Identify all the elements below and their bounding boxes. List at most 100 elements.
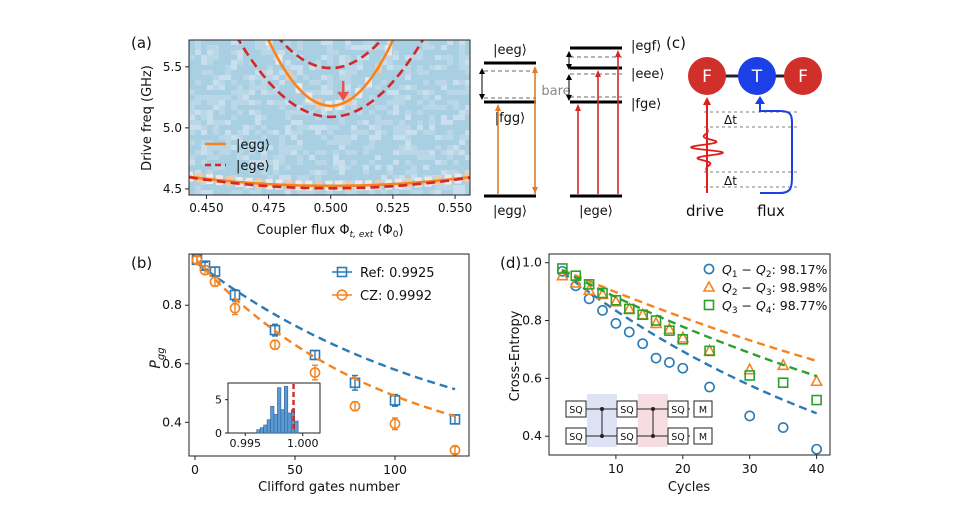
heatmap-cell [447, 135, 453, 140]
heatmap-cell [411, 55, 417, 60]
heatmap-cell [357, 120, 363, 125]
heatmap-cell [327, 75, 333, 80]
heatmap-cell [309, 110, 315, 115]
heatmap-cell [279, 145, 285, 150]
heatmap-cell [207, 190, 213, 195]
histogram-bar [290, 409, 295, 434]
arrowhead [532, 66, 538, 73]
heatmap-cell [393, 130, 399, 135]
panel-label-a: (a) [131, 34, 152, 52]
heatmap-cell [297, 130, 303, 135]
heatmap-cell [447, 120, 453, 125]
legend-label-q1q2: Q1 − Q2: 98.17% [722, 262, 828, 280]
heatmap-cell [279, 100, 285, 105]
data-point-q3q4 [557, 263, 568, 274]
heatmap-cell [441, 55, 447, 60]
heatmap-cell [375, 135, 381, 140]
arrowhead [575, 104, 581, 111]
data-point-q3q4 [597, 287, 608, 299]
arrowhead [479, 68, 485, 74]
heatmap-cell [435, 185, 441, 190]
heatmap-cell [405, 130, 411, 135]
heatmap-cell [465, 70, 470, 75]
heatmap-cell [273, 100, 279, 105]
heatmap-cell [279, 80, 285, 85]
heatmap-cell [447, 185, 453, 190]
heatmap-cell [441, 185, 447, 190]
data-point-cz [191, 254, 203, 266]
heatmap-cell [441, 160, 447, 165]
heatmap-cell [219, 135, 225, 140]
heatmap-cell [213, 55, 219, 60]
heatmap-cell [207, 55, 213, 60]
heatmap-cell [195, 185, 201, 190]
heatmap-cell [213, 145, 219, 150]
heatmap-cell [207, 50, 213, 55]
heatmap-cell [189, 140, 195, 145]
node-F-left [688, 57, 726, 95]
heatmap-cell [369, 135, 375, 140]
heatmap-cell [261, 70, 267, 75]
heatmap-cell [309, 155, 315, 160]
heatmap-cell [315, 160, 321, 165]
heatmap-cell [201, 125, 207, 130]
heatmap-cell [231, 80, 237, 85]
heatmap-cell [255, 120, 261, 125]
heatmap-cell [351, 130, 357, 135]
heatmap-cell [447, 40, 453, 45]
legend-entry-q1q2: Q1 − Q2: 98.17% [703, 262, 828, 280]
heatmap-cell [315, 150, 321, 155]
data-point-q3q4 [650, 315, 662, 326]
data-point-q1q2 [811, 443, 823, 455]
heatmap-cell [249, 190, 255, 195]
heatmap-cell [273, 165, 279, 170]
state-label-ege: |ege⟩ [579, 204, 613, 219]
curve-egglower [189, 175, 470, 188]
heatmap-cell [363, 170, 369, 175]
data-point-q1q2 [744, 410, 756, 422]
histogram-bar [287, 412, 292, 434]
heatmap-cell [333, 160, 339, 165]
heatmap-cell [213, 45, 219, 50]
heatmap-cell [465, 90, 470, 95]
heatmap-cell [333, 110, 339, 115]
heatmap-cell [459, 80, 465, 85]
heatmap-cell [351, 70, 357, 75]
heatmap-cell [399, 120, 405, 125]
heatmap-cell [339, 135, 345, 140]
data-point-q3q4 [610, 294, 622, 306]
heatmap-cell [267, 100, 273, 105]
circuit-inset: SQ SQ SQ SQ SQ SQ M M [565, 394, 713, 447]
heatmap-cell [195, 150, 201, 155]
heatmap-cell [291, 110, 297, 115]
heatmap-cell [321, 110, 327, 115]
y-tick-label: 0.4 [162, 414, 182, 429]
heatmap-cell [417, 155, 423, 160]
legend-marker-q1q2 [703, 263, 715, 275]
heatmap-cell [453, 100, 459, 105]
heatmap-cell [225, 70, 231, 75]
inset-histogram: 0.995 1.000 0 5 [215, 382, 321, 450]
heatmap-cell [459, 140, 465, 145]
legend-marker-q3q4 [703, 299, 715, 311]
heatmap-cell [321, 150, 327, 155]
heatmap-cell [453, 145, 459, 150]
panel-a-level-diagram: |eeg⟩ |fgg⟩ |egg⟩ bare |egf⟩ |eee⟩ |fge⟩… [479, 39, 664, 219]
heatmap-cell [459, 55, 465, 60]
heatmap-cell [339, 145, 345, 150]
heatmap-cell [279, 160, 285, 165]
heatmap-cell [351, 160, 357, 165]
heatmap-cell [297, 65, 303, 70]
data-point-q1q2 [597, 304, 608, 316]
heatmap-cell [213, 80, 219, 85]
heatmap-cell [285, 130, 291, 135]
heatmap-cell [285, 60, 291, 65]
data-point-cz [269, 339, 281, 351]
heatmap-cell [291, 150, 297, 155]
heatmap-cell [387, 100, 393, 105]
legend-marker-cz [336, 289, 348, 301]
legend-label-q2q3: Q2 − Q3: 98.98% [722, 280, 828, 298]
heatmap-cell [225, 145, 231, 150]
curve-egelower [189, 175, 470, 190]
heatmap-cell [273, 170, 279, 175]
